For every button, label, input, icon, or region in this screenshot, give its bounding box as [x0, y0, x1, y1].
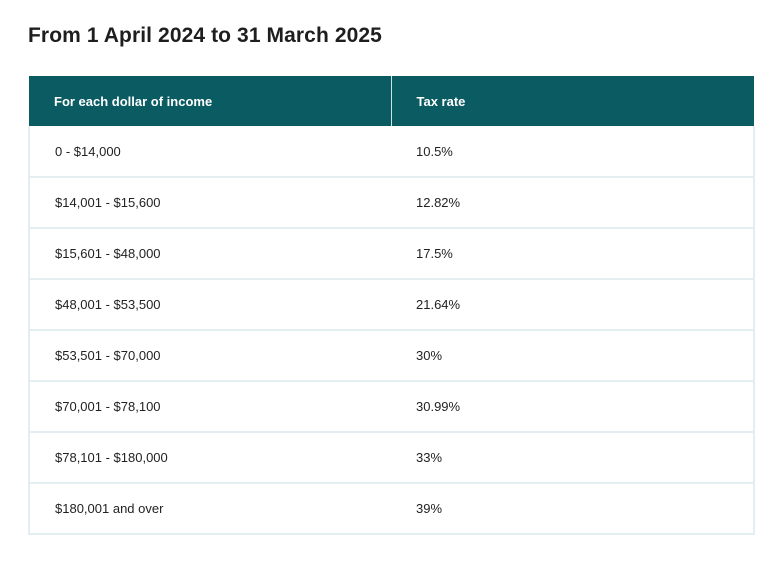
table-header: For each dollar of income Tax rate	[29, 76, 754, 126]
tax-rate-cell: 30%	[391, 330, 755, 382]
table-row: 0 - $14,000 10.5%	[28, 126, 755, 178]
income-range-cell: $15,601 - $48,000	[28, 228, 391, 280]
tax-rate-cell: 30.99%	[391, 381, 755, 433]
income-range-cell: $14,001 - $15,600	[28, 177, 391, 229]
tax-rate-cell: 21.64%	[391, 279, 755, 331]
tax-rate-cell: 39%	[391, 483, 755, 535]
table-row: $70,001 - $78,100 30.99%	[28, 381, 755, 433]
table-row: $180,001 and over 39%	[28, 483, 755, 535]
tax-rate-table: For each dollar of income Tax rate 0 - $…	[28, 76, 755, 535]
income-range-cell: 0 - $14,000	[28, 126, 391, 178]
column-header-income: For each dollar of income	[29, 76, 392, 126]
table-row: $14,001 - $15,600 12.82%	[28, 177, 755, 229]
table-body: 0 - $14,000 10.5% $14,001 - $15,600 12.8…	[28, 126, 755, 535]
table-row: $15,601 - $48,000 17.5%	[28, 228, 755, 280]
income-range-cell: $70,001 - $78,100	[28, 381, 391, 433]
tax-rate-cell: 10.5%	[391, 126, 755, 178]
table-row: $48,001 - $53,500 21.64%	[28, 279, 755, 331]
tax-rate-cell: 17.5%	[391, 228, 755, 280]
income-range-cell: $78,101 - $180,000	[28, 432, 391, 484]
tax-rate-cell: 12.82%	[391, 177, 755, 229]
page-title: From 1 April 2024 to 31 March 2025	[28, 24, 382, 47]
tax-rate-cell: 33%	[391, 432, 755, 484]
table-row: $53,501 - $70,000 30%	[28, 330, 755, 382]
income-range-cell: $48,001 - $53,500	[28, 279, 391, 331]
column-header-tax-rate: Tax rate	[391, 76, 754, 126]
table-row: $78,101 - $180,000 33%	[28, 432, 755, 484]
table-header-row: For each dollar of income Tax rate	[29, 76, 754, 126]
income-range-cell: $180,001 and over	[28, 483, 391, 535]
income-range-cell: $53,501 - $70,000	[28, 330, 391, 382]
